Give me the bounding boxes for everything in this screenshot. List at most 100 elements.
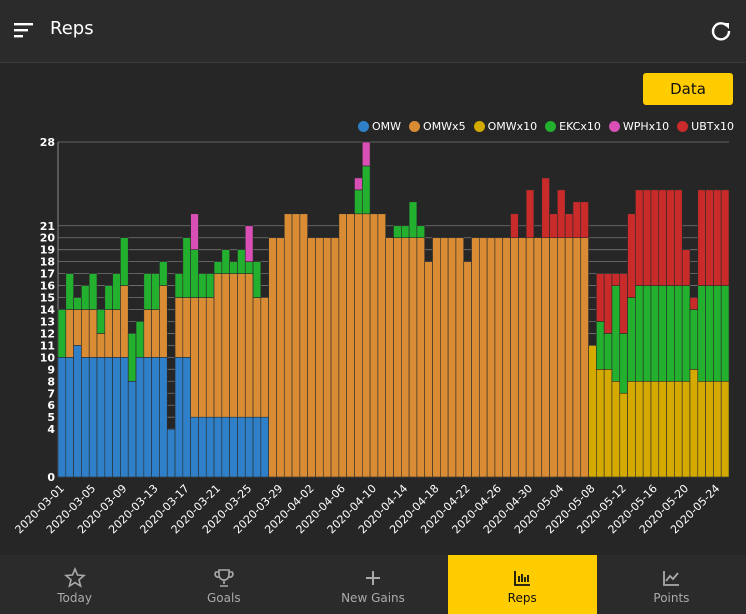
bar-segment [252,261,262,298]
nav-tab[interactable]: New Gains [298,555,447,614]
bar-segment [104,309,113,358]
bar-segment [73,297,82,310]
bar-segment [244,416,254,478]
bar-segment [541,177,550,239]
bar-segment [627,380,636,478]
y-tick-label: 13 [40,315,55,328]
bar-segment [627,213,636,298]
bar-segment [494,237,504,478]
legend-item: EKCx10 [545,120,601,133]
legend: OMW OMWx5 OMWx10 EKCx10 WPHx10 UBTx10 [358,120,734,133]
nav-tab[interactable]: Points [597,555,746,614]
legend-label: WPHx10 [622,120,670,133]
bar-segment [127,333,137,382]
bar-segment [112,357,121,478]
bar-segment [268,237,277,478]
nav-icon [63,567,86,588]
bar-segment [213,416,223,478]
legend-item: OMWx10 [473,120,537,133]
bar-segment [533,237,543,478]
bar-segment [96,333,106,358]
bar-segment [151,273,160,310]
bar-segment [166,428,176,478]
refresh-icon[interactable] [710,20,732,42]
bar-segment [244,261,254,274]
bar-segment [580,201,589,239]
bar-segment [307,237,316,478]
bar-segment [135,321,145,358]
bar-segment [354,177,363,191]
bar-segment [252,297,262,418]
bar-segment [557,237,566,478]
bar-segment [705,285,714,382]
bar-segment [135,357,145,478]
bar-segment [580,237,589,478]
bar-segment [96,309,106,334]
bar-segment [455,237,465,478]
bar-segment [213,261,223,274]
bar-segment [447,237,457,478]
y-tick-label: 5 [47,411,55,424]
bar-segment [338,213,347,478]
bar-segment [440,237,449,478]
bar-segment [619,333,628,394]
bar-segment [190,249,199,298]
bar-segment [221,416,230,478]
bar-segment [463,261,472,478]
header: Reps [0,0,746,63]
bar-segment [276,237,285,478]
bar-segment [416,237,426,478]
nav-tab[interactable]: Today [0,555,149,614]
y-tick-label: 0 [47,471,55,484]
bar-segment [642,285,652,382]
legend-item: WPHx10 [608,120,670,133]
bar-segment [572,237,582,478]
bar-segment [401,237,410,478]
bar-segment [369,213,379,478]
bar-segment [377,213,386,478]
legend-swatch [409,121,421,132]
bar-segment [674,380,683,478]
bar-segment [361,141,371,167]
bar-segment [408,201,418,239]
y-tick-label: 7 [47,387,55,400]
bar-segment [104,357,113,478]
bar-segment [143,357,152,478]
bar-segment [190,213,199,250]
legend-label: OMW [372,120,402,133]
bar-segment [697,285,706,382]
bar-segment [291,213,301,478]
bar-segment [57,309,67,358]
data-button[interactable]: Data [643,73,733,105]
nav-label: Reps [507,591,537,605]
chart: 0456789101112131415161718192021282020-03… [13,136,730,536]
bar-segment [510,237,519,478]
bar-segment [697,380,706,478]
bar-segment [650,189,660,286]
bar-segment [689,297,699,310]
bar-segment [720,285,730,382]
bar-segment [713,285,722,382]
bar-segment [525,189,535,239]
bar-segment [393,237,402,478]
y-tick-label: 6 [47,399,55,412]
bar-segment [713,189,722,286]
bar-segment [159,357,168,478]
bar-segment [689,309,699,370]
bar-segment [681,380,691,478]
nav-tab[interactable]: Reps [447,555,597,614]
legend-swatch [545,121,557,132]
y-tick-label: 8 [47,375,55,388]
bar-segment [112,309,121,358]
nav-tab[interactable]: Goals [149,555,298,614]
legend-item: OMW [358,120,401,133]
bar-segment [104,285,113,310]
bar-segment [237,273,246,418]
bar-segment [658,380,667,478]
bar-segment [221,273,230,418]
bottom-nav: Today Goals New Gains Reps Points [0,555,746,614]
bar-segment [479,237,488,478]
bar-segment [666,189,675,286]
bar-segment [174,297,184,358]
menu-icon[interactable] [14,22,34,38]
